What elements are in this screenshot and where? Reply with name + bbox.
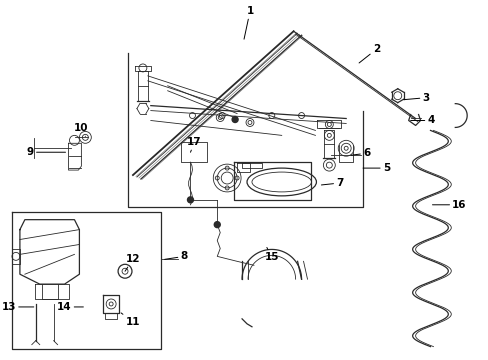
Text: 12: 12 — [125, 254, 140, 271]
Text: 13: 13 — [1, 302, 34, 312]
Text: 14: 14 — [57, 302, 83, 312]
Circle shape — [214, 222, 220, 228]
Text: 7: 7 — [321, 178, 343, 188]
Circle shape — [187, 197, 193, 203]
Text: 2: 2 — [358, 44, 380, 63]
Text: 17: 17 — [187, 137, 202, 152]
Text: 8: 8 — [164, 251, 187, 261]
Text: 6: 6 — [350, 148, 369, 158]
Text: 4: 4 — [410, 116, 434, 126]
Text: 3: 3 — [403, 93, 429, 103]
Text: 10: 10 — [74, 123, 88, 136]
Text: 1: 1 — [244, 6, 253, 39]
Text: 16: 16 — [431, 200, 466, 210]
Text: 11: 11 — [121, 313, 140, 327]
Circle shape — [232, 117, 238, 122]
Text: 9: 9 — [27, 147, 65, 157]
Text: 15: 15 — [264, 247, 279, 262]
Text: 5: 5 — [362, 163, 389, 173]
